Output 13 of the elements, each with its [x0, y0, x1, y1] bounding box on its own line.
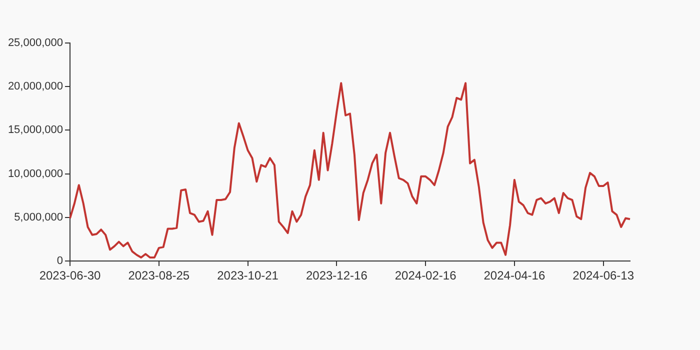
y-tick-label: 10,000,000 — [8, 168, 63, 180]
x-tick-label: 2023-06-30 — [39, 268, 102, 283]
x-tick-label: 2023-08-25 — [128, 268, 190, 283]
y-tick-label: 15,000,000 — [8, 124, 63, 136]
x-tick-label: 2024-04-16 — [484, 268, 546, 283]
y-tick-label: 5,000,000 — [14, 211, 63, 224]
y-tick-label: 0 — [56, 255, 63, 268]
x-tick-label: 2023-12-16 — [306, 268, 368, 283]
y-tick-label: 25,000,000 — [8, 37, 63, 50]
x-tick-label: 2023-10-21 — [217, 268, 279, 283]
y-tick-label: 20,000,000 — [8, 80, 63, 93]
x-tick-label: 2024-06-13 — [572, 268, 634, 283]
x-tick-label: 2024-02-16 — [394, 268, 457, 283]
